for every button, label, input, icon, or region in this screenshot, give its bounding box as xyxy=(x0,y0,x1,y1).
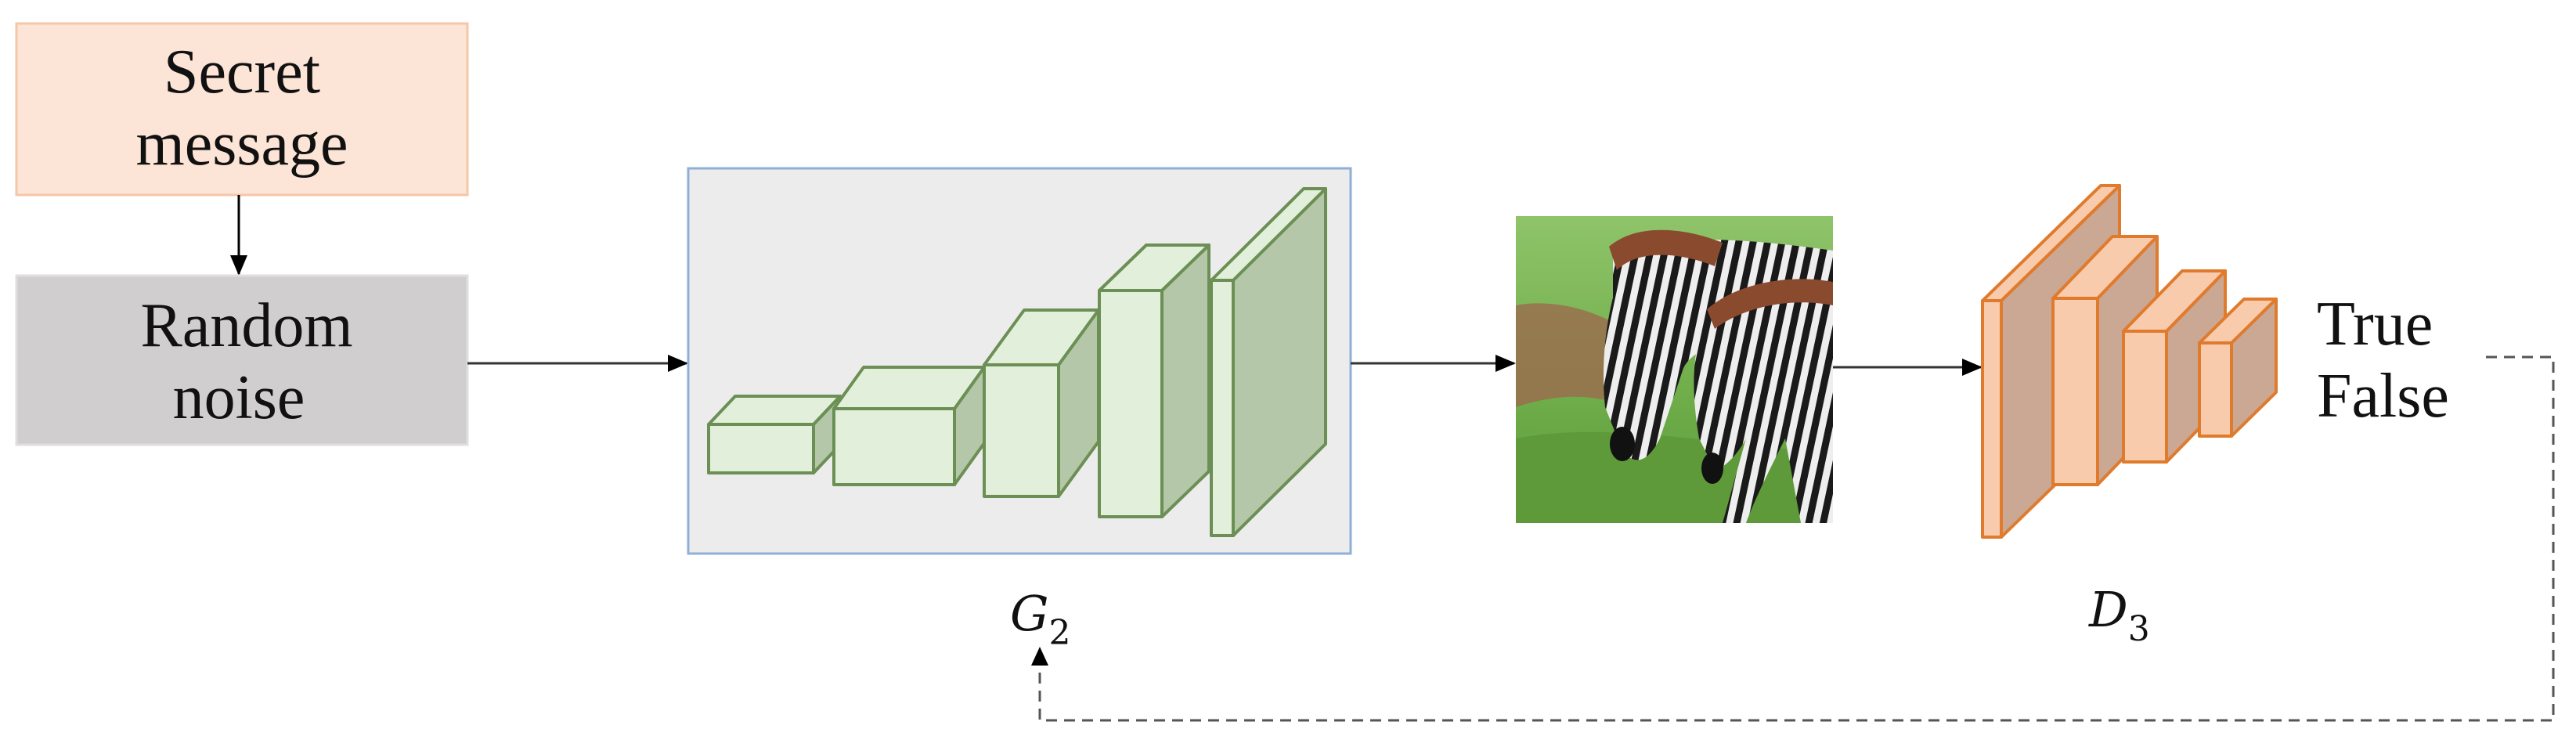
secret-message-line1: Secret xyxy=(164,38,320,106)
secret-message-line2: message xyxy=(135,110,348,179)
generator-g2 xyxy=(687,167,1352,555)
feedback-dashed-line xyxy=(1038,355,2555,722)
generator-layer-1 xyxy=(707,395,842,474)
generated-zebra-image xyxy=(1516,216,1833,523)
discriminator-layer-4 xyxy=(2198,298,2278,438)
generator-label: G2 xyxy=(1010,585,1071,653)
generator-layer-5 xyxy=(1210,187,1327,537)
generator-layer-2 xyxy=(832,366,986,486)
discriminator-d3 xyxy=(1981,184,2278,539)
random-noise-box: Random noise xyxy=(15,274,469,446)
secret-message-box: Secret message xyxy=(15,22,469,197)
feedback-arrowhead xyxy=(1031,647,1048,666)
random-noise-line2: noise xyxy=(173,363,305,432)
output-false: False xyxy=(2317,362,2449,431)
output-true: True xyxy=(2317,290,2433,359)
random-noise-line1: Random xyxy=(140,291,352,360)
generator-layer-3 xyxy=(983,308,1100,498)
generator-layer-4 xyxy=(1098,244,1210,518)
generator-layers xyxy=(707,187,1327,537)
discriminator-label: D3 xyxy=(2088,581,2150,649)
